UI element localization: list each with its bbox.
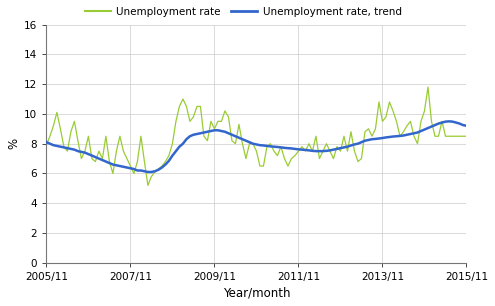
X-axis label: Year/month: Year/month (223, 286, 290, 299)
Y-axis label: %: % (7, 138, 20, 149)
Legend: Unemployment rate, Unemployment rate, trend: Unemployment rate, Unemployment rate, tr… (85, 7, 401, 17)
